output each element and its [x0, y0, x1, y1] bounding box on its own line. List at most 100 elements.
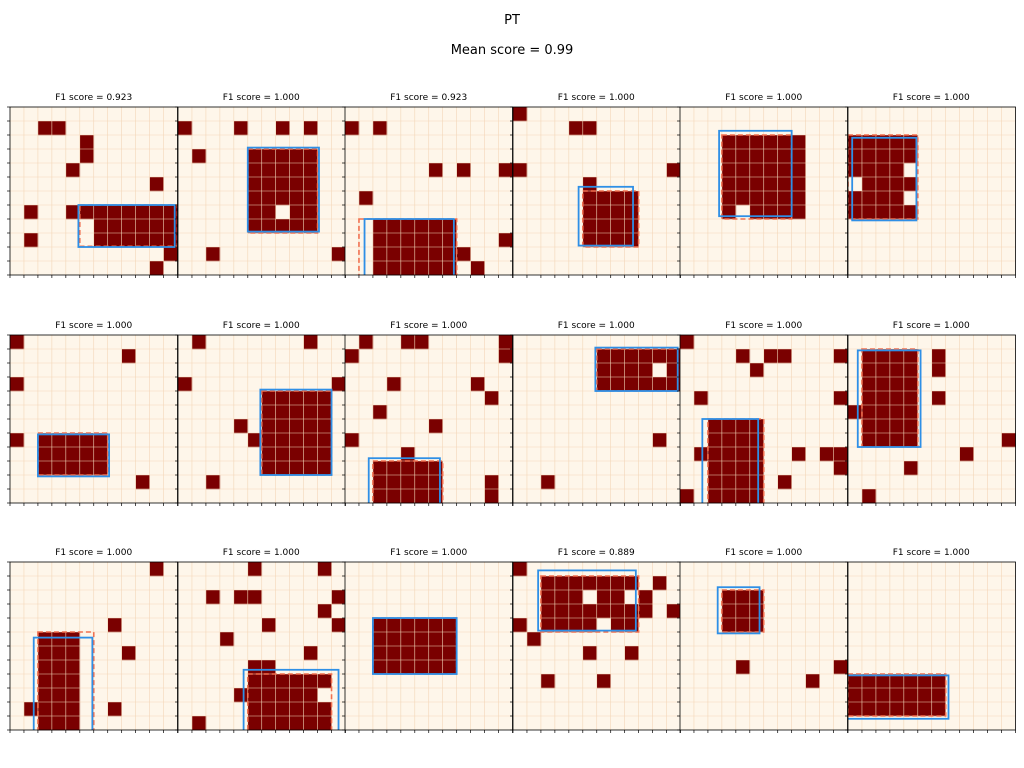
filled-cell	[400, 475, 416, 490]
filled-cell	[233, 688, 248, 703]
axis-ticks	[7, 561, 178, 733]
filled-cell	[917, 674, 932, 689]
filled-cell	[735, 349, 751, 364]
filled-cell	[861, 674, 876, 689]
filled-cell	[107, 618, 122, 633]
filled-cell	[317, 562, 332, 577]
filled-cell	[372, 632, 388, 647]
panel-plot	[174, 561, 346, 733]
pred-box	[593, 346, 679, 392]
true-box	[860, 348, 919, 448]
filled-cell	[261, 660, 276, 675]
filled-cell	[275, 121, 290, 136]
filled-cell	[10, 377, 25, 392]
filled-cell	[372, 405, 388, 420]
filled-cell	[23, 233, 39, 248]
filled-cell	[889, 377, 904, 392]
axis-ticks	[342, 561, 513, 733]
filled-cell	[191, 335, 206, 350]
filled-cell	[596, 674, 611, 689]
filled-cell	[931, 349, 946, 364]
panel-title: F1 score = 1.000	[390, 548, 468, 558]
filled-cell	[372, 646, 388, 661]
grid-panel: F1 score = 0.923	[7, 93, 178, 278]
filled-cell	[149, 261, 164, 276]
filled-cell	[275, 191, 290, 206]
filled-cell	[275, 419, 290, 434]
filled-cell	[289, 461, 304, 476]
filled-cell	[526, 632, 541, 647]
filled-cell	[261, 149, 276, 164]
filled-cell	[386, 632, 402, 647]
filled-cell	[37, 632, 53, 647]
filled-cell	[261, 163, 276, 178]
filled-cell	[23, 702, 39, 717]
filled-cell	[79, 205, 95, 220]
grid-lines	[177, 562, 345, 730]
filled-cell	[275, 177, 290, 192]
filled-cell	[386, 261, 402, 276]
filled-cell	[261, 688, 276, 703]
filled-cell	[624, 349, 639, 364]
filled-cell	[247, 688, 262, 703]
filled-cell	[51, 674, 67, 689]
filled-cell	[107, 205, 122, 220]
filled-cell	[875, 419, 890, 434]
filled-cell	[861, 349, 876, 364]
filled-cell	[749, 618, 765, 633]
filled-cell	[791, 163, 806, 178]
true-box	[721, 589, 765, 633]
filled-cell	[707, 447, 723, 462]
filled-cell	[428, 247, 444, 262]
filled-cell	[875, 177, 890, 192]
filled-cell	[163, 205, 178, 220]
grid-lines	[680, 562, 848, 730]
filled-cell	[456, 247, 471, 262]
filled-cell	[903, 177, 918, 192]
filled-cell	[442, 660, 457, 675]
filled-cell	[65, 433, 81, 448]
filled-cell	[79, 135, 95, 150]
axis-ticks	[509, 106, 681, 278]
grid-lines	[512, 107, 680, 275]
filled-cell	[777, 177, 792, 192]
axis-ticks	[7, 106, 178, 278]
filled-cell	[121, 233, 136, 248]
filled-cell	[303, 121, 318, 136]
filled-cell	[65, 163, 81, 178]
filled-cell	[303, 419, 318, 434]
filled-cell	[51, 632, 67, 647]
filled-cell	[345, 121, 360, 136]
filled-cell	[414, 660, 430, 675]
filled-cell	[414, 261, 430, 276]
filled-cell	[317, 461, 332, 476]
filled-cell	[596, 349, 611, 364]
filled-cell	[400, 335, 416, 350]
filled-cell	[37, 674, 53, 689]
filled-cell	[135, 233, 150, 248]
filled-cell	[289, 391, 304, 406]
filled-cell	[345, 433, 360, 448]
filled-cell	[177, 121, 192, 136]
filled-cell	[861, 177, 876, 192]
filled-cell	[498, 349, 513, 364]
panel-plot	[7, 561, 178, 733]
filled-cell	[735, 590, 751, 605]
filled-cell	[247, 716, 262, 731]
filled-cell	[931, 391, 946, 406]
filled-cell	[289, 405, 304, 420]
filled-cell	[847, 674, 862, 689]
filled-cell	[568, 604, 583, 619]
filled-cell	[512, 562, 527, 577]
filled-cell	[149, 562, 164, 577]
filled-cell	[247, 702, 262, 717]
pred-box	[258, 388, 332, 476]
filled-cell	[791, 177, 806, 192]
filled-cell	[386, 461, 402, 476]
filled-cell	[275, 433, 290, 448]
filled-cell	[875, 363, 890, 378]
filled-cell	[638, 604, 653, 619]
filled-cell	[303, 191, 318, 206]
filled-cell	[680, 335, 695, 350]
filled-cell	[428, 461, 444, 476]
